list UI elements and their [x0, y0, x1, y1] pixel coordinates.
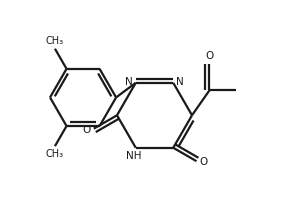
Text: CH₃: CH₃: [46, 36, 64, 46]
Text: NH: NH: [126, 151, 142, 161]
Text: N: N: [125, 77, 133, 87]
Text: O: O: [83, 125, 91, 135]
Text: O: O: [199, 157, 207, 167]
Text: N: N: [176, 77, 184, 87]
Text: CH₃: CH₃: [46, 149, 64, 159]
Text: O: O: [205, 51, 214, 61]
